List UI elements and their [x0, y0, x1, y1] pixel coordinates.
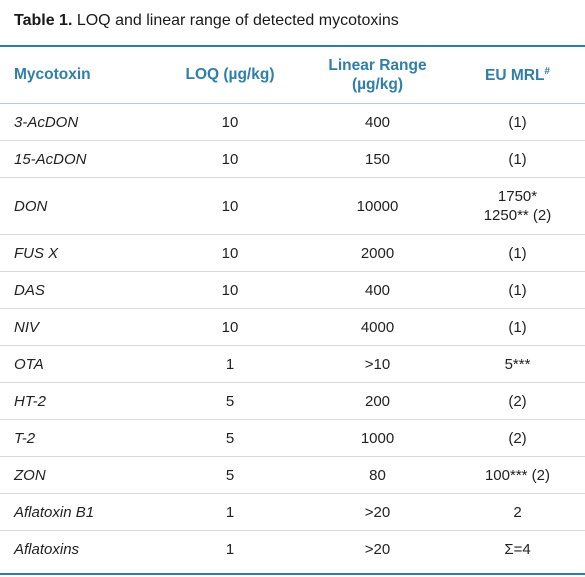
bottom-rule: [0, 573, 585, 575]
cell-mycotoxin: 15-AcDON: [0, 140, 155, 178]
cell-eu-mrl: 2: [450, 493, 585, 531]
cell-loq: 5: [155, 456, 305, 494]
header-mycotoxin: Mycotoxin: [0, 47, 155, 104]
cell-eu-mrl: (1): [450, 234, 585, 272]
cell-eu-mrl: 5***: [450, 345, 585, 383]
cell-linear-range: >20: [364, 540, 391, 558]
cell-linear-range: >20: [305, 493, 450, 531]
table-row: DON 10 10000 1750* 1250** (2): [0, 177, 585, 235]
caption-text: LOQ and linear range of detected mycotox…: [72, 12, 399, 29]
header-eu-mrl-sup: #: [544, 65, 550, 77]
table-row: DAS 10 400 (1): [0, 271, 585, 309]
cell-mycotoxin: Aflatoxins: [14, 540, 80, 558]
table-row: NIV 10 4000 (1): [0, 308, 585, 346]
cell-eu-mrl: (2): [450, 419, 585, 457]
table-body: 3-AcDON 10 400 (1) 15-AcDON 10 150 (1) D…: [0, 103, 585, 568]
cell-mycotoxin: NIV: [0, 308, 155, 346]
table-row: OTA 1 >10 5***: [0, 345, 585, 383]
cell-loq: 5: [155, 382, 305, 420]
cell-loq: 1: [155, 345, 305, 383]
table-row: ZON 5 80 100*** (2): [0, 456, 585, 494]
cell-mycotoxin: HT-2: [0, 382, 155, 420]
table-row: HT-2 5 200 (2): [0, 382, 585, 420]
table-row: 3-AcDON 10 400 (1): [0, 103, 585, 141]
table-caption: Table 1. LOQ and linear range of detecte…: [14, 12, 399, 30]
table-header: Mycotoxin LOQ (µg/kg) Linear Range (µg/kg…: [0, 47, 585, 104]
cell-linear-range: 400: [305, 103, 450, 141]
table-row: 15-AcDON 10 150 (1): [0, 140, 585, 178]
header-linear-range: Linear Range (µg/kg): [305, 47, 450, 104]
cell-mycotoxin: DAS: [0, 271, 155, 309]
cell-loq: 10: [155, 177, 305, 235]
cell-linear-range: 400: [305, 271, 450, 309]
caption-label: Table 1.: [14, 12, 73, 29]
header-loq: LOQ (µg/kg): [155, 47, 305, 104]
table-row: T-2 5 1000 (2): [0, 419, 585, 457]
cell-mycotoxin: OTA: [0, 345, 155, 383]
cell-mycotoxin: ZON: [0, 456, 155, 494]
cell-loq: 10: [155, 234, 305, 272]
header-linear-range-line1: Linear Range: [328, 57, 427, 74]
header-row: Mycotoxin LOQ (µg/kg) Linear Range (µg/kg…: [0, 47, 585, 104]
cell-linear-range: 150: [305, 140, 450, 178]
header-eu-mrl: EU MRL#: [450, 47, 585, 104]
header-eu-mrl-label: EU MRL: [485, 66, 545, 84]
cell-eu-mrl: (1): [450, 308, 585, 346]
cell-loq: 10: [155, 308, 305, 346]
table-row: Aflatoxins 1 >20 Σ=4: [0, 531, 585, 568]
cell-loq: 10: [155, 271, 305, 309]
cell-eu-mrl: (2): [450, 382, 585, 420]
cell-loq: 10: [155, 140, 305, 178]
cell-mycotoxin: Aflatoxin B1: [0, 493, 155, 531]
cell-mycotoxin: 3-AcDON: [0, 103, 155, 141]
cell-eu-mrl-line1: 1750*: [497, 188, 538, 205]
cell-loq: 1: [225, 540, 235, 558]
header-linear-range-line2: (µg/kg): [351, 76, 404, 93]
cell-eu-mrl: 1750* 1250** (2): [450, 177, 585, 235]
cell-linear-range: >10: [305, 345, 450, 383]
cell-eu-mrl: 100*** (2): [450, 456, 585, 494]
cell-loq: 10: [155, 103, 305, 141]
cell-eu-mrl: (1): [450, 140, 585, 178]
top-rule: [0, 45, 585, 47]
cell-eu-mrl: Σ=4: [504, 540, 531, 558]
cell-linear-range: 80: [305, 456, 450, 494]
cell-eu-mrl-line2: 1250** (2): [483, 207, 552, 224]
cell-linear-range: 4000: [305, 308, 450, 346]
table-row: Aflatoxin B1 1 >20 2: [0, 493, 585, 531]
cell-loq: 5: [155, 419, 305, 457]
cell-mycotoxin: FUS X: [0, 234, 155, 272]
cell-mycotoxin: DON: [0, 177, 155, 235]
cell-linear-range: 1000: [305, 419, 450, 457]
table-row: FUS X 10 2000 (1): [0, 234, 585, 272]
cell-mycotoxin: T-2: [0, 419, 155, 457]
cell-linear-range: 2000: [305, 234, 450, 272]
mycotoxin-table: Mycotoxin LOQ (µg/kg) Linear Range (µg/kg…: [0, 47, 585, 567]
cell-linear-range: 10000: [305, 177, 450, 235]
cell-eu-mrl: (1): [450, 103, 585, 141]
cell-loq: 1: [155, 493, 305, 531]
cell-linear-range: 200: [305, 382, 450, 420]
cell-eu-mrl: (1): [450, 271, 585, 309]
